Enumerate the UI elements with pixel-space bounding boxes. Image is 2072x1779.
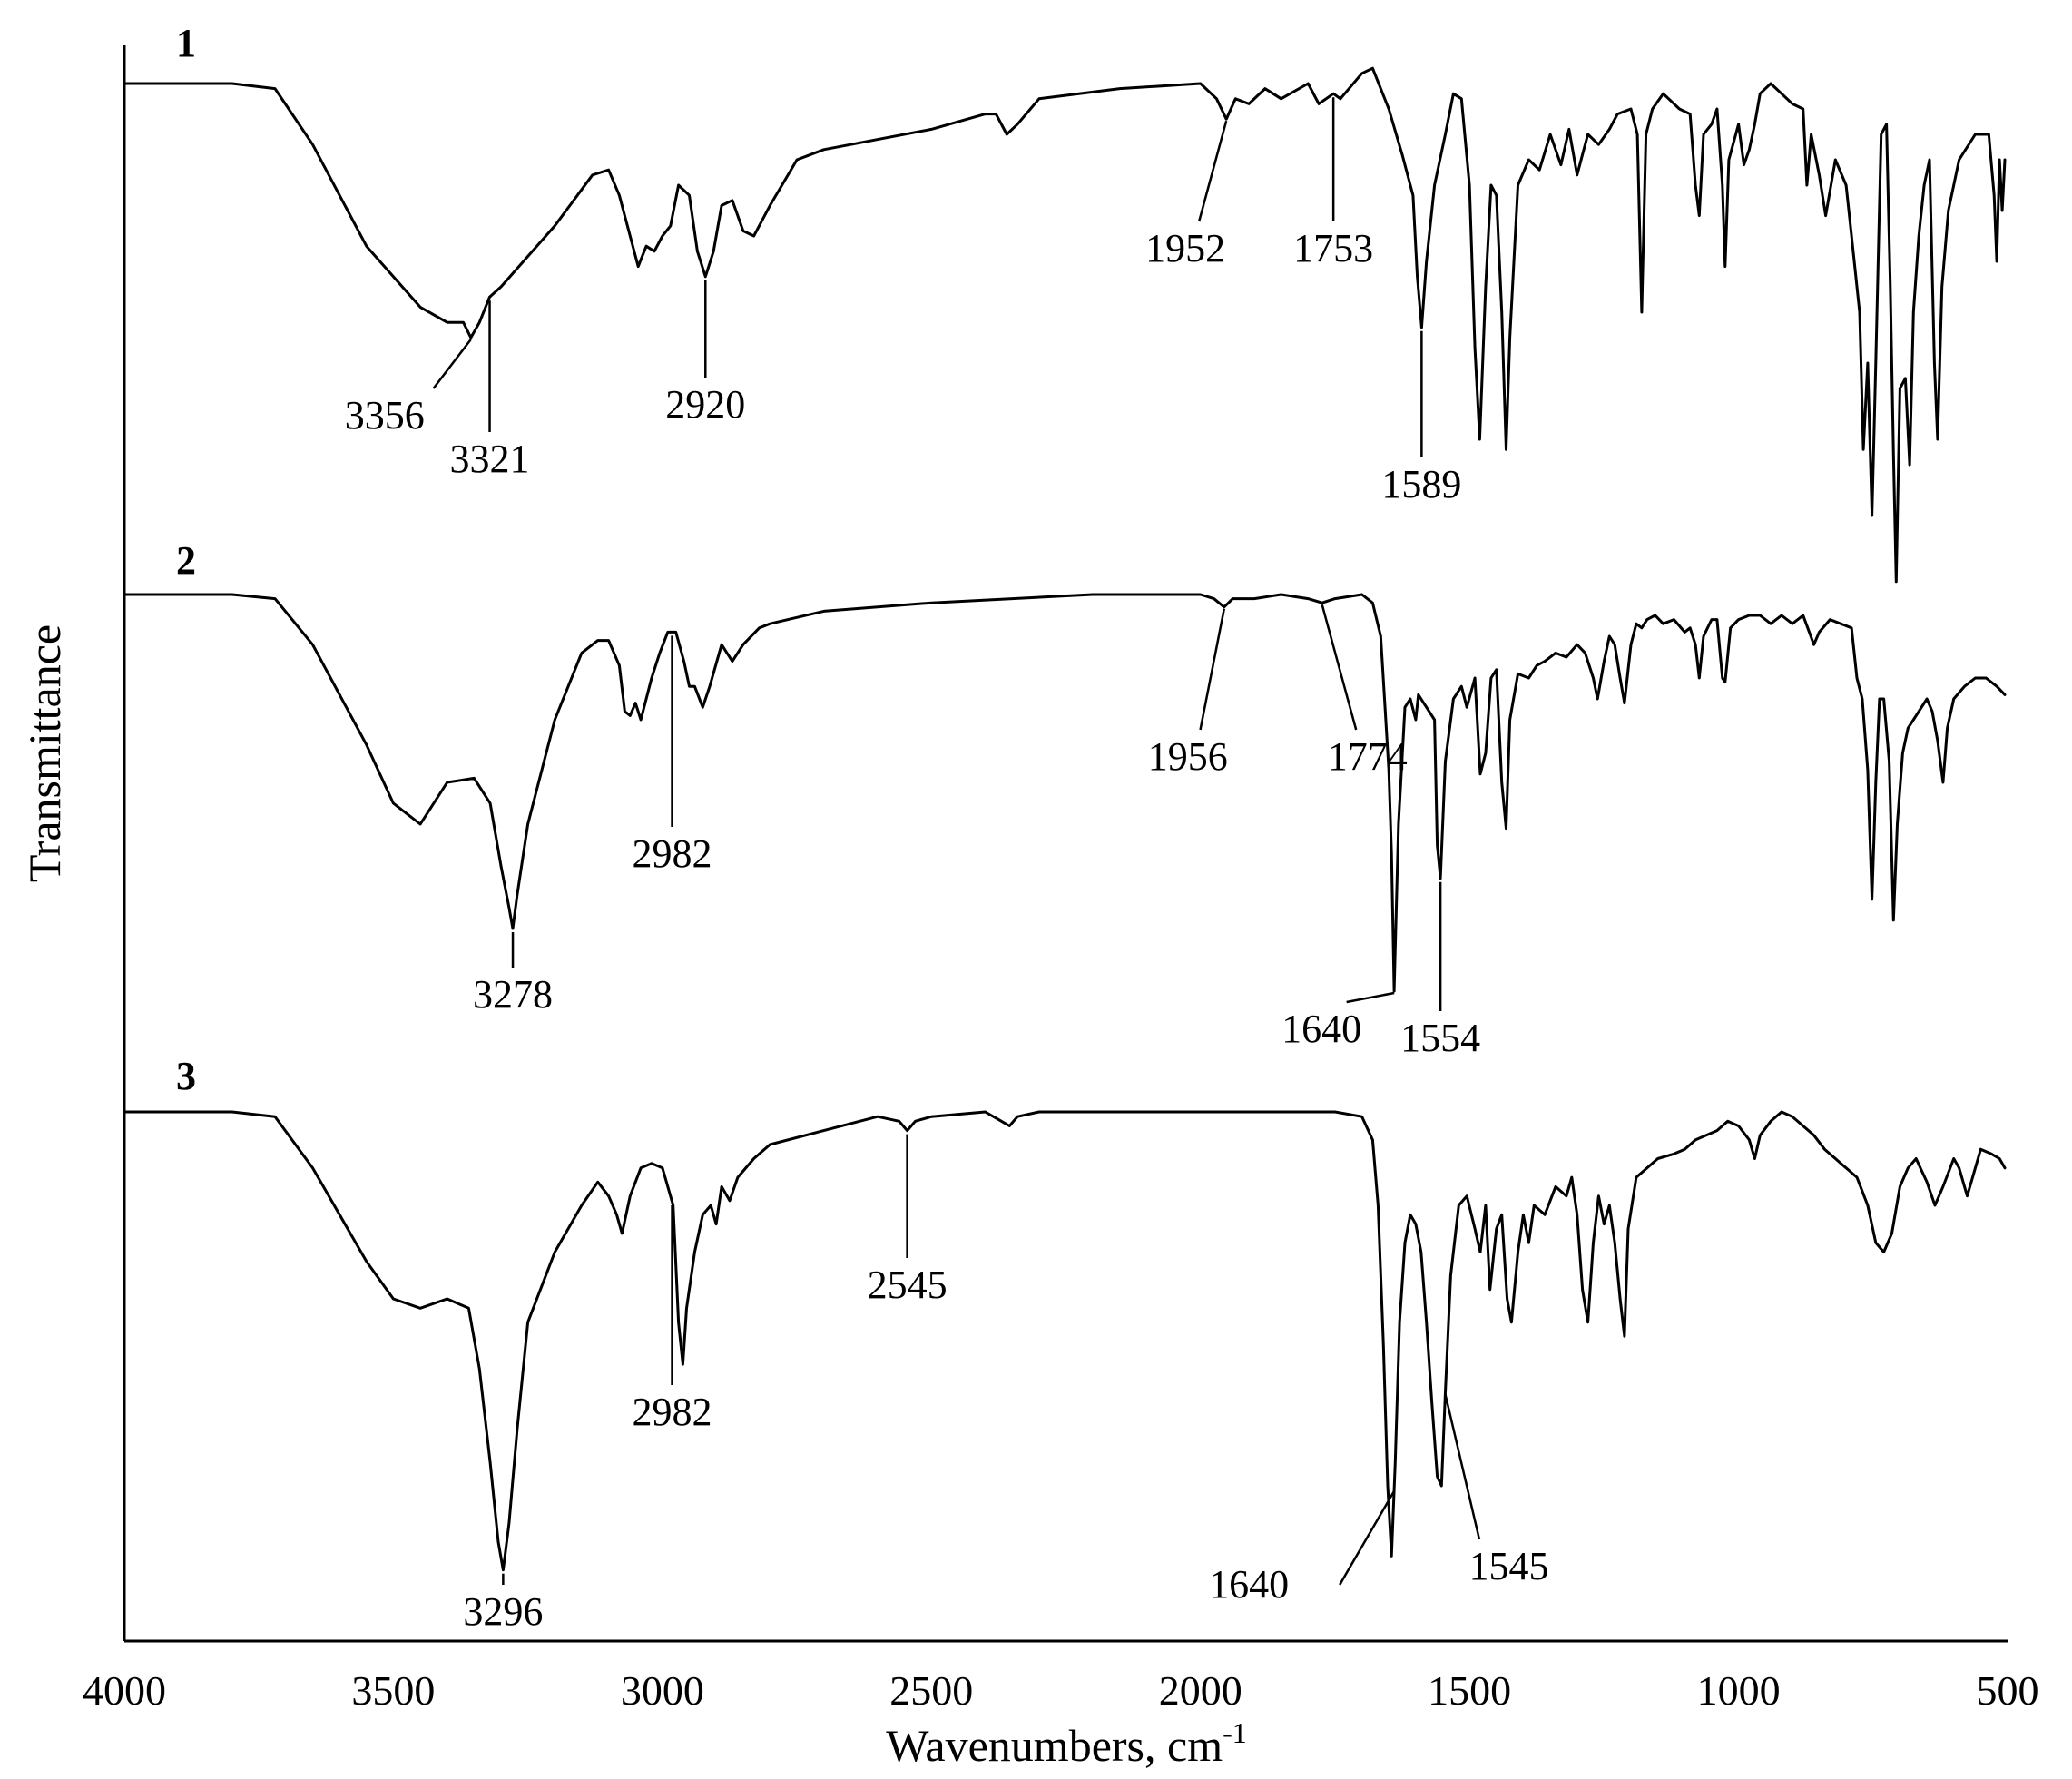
x-axis-label-text: Wavenumbers, cm (886, 1720, 1223, 1771)
peak-leader-line (1339, 1490, 1396, 1586)
spectrum-line-1 (123, 66, 2007, 584)
spectrum-label-2: 2 (176, 538, 196, 583)
spectrum-line-2 (123, 593, 2007, 993)
x-tick-label: 4000 (83, 1667, 166, 1714)
x-tick-label: 2500 (889, 1667, 973, 1714)
peak-label: 2982 (633, 1390, 712, 1434)
peak-label: 1554 (1400, 1016, 1480, 1060)
peak-leader-line (1199, 608, 1226, 731)
peak-label: 2920 (665, 382, 745, 427)
peak-label: 1956 (1148, 734, 1228, 779)
x-tick-label: 3500 (351, 1667, 435, 1714)
peak-leader-line (432, 339, 472, 389)
peak-leader-line (1321, 604, 1358, 731)
y-axis-label: Transmittance (19, 624, 70, 882)
spectrum-label-3: 3 (176, 1054, 196, 1098)
axes (123, 45, 2008, 1643)
peak-label: 3321 (450, 437, 530, 481)
peak-label: 1640 (1281, 1007, 1361, 1051)
x-axis-label-superscript: -1 (1223, 1716, 1247, 1749)
x-tick-label: 3000 (621, 1667, 704, 1714)
peak-label: 1589 (1381, 462, 1461, 506)
spectrum-label-1: 1 (176, 21, 196, 65)
peak-label: 1640 (1209, 1562, 1289, 1607)
peak-label: 1952 (1145, 226, 1225, 270)
peak-label: 1545 (1468, 1544, 1548, 1588)
peak-label: 3278 (473, 972, 553, 1017)
peak-leader-line (1346, 991, 1395, 1004)
peak-label: 1753 (1293, 226, 1373, 270)
peak-annotations: 3356 3321 2920 1952 1753 1589 3278 2982 1956 1774… (345, 97, 1548, 1634)
peak-label: 1774 (1328, 734, 1408, 779)
spectrum-line-3 (123, 1110, 2007, 1572)
peak-label: 3296 (463, 1589, 543, 1634)
x-tick-labels: 4000 3500 3000 2500 2000 1500 1000 500 (83, 1667, 2039, 1714)
peak-label: 2545 (868, 1263, 948, 1307)
peak-label: 3356 (345, 393, 425, 437)
x-tick-label: 1000 (1697, 1667, 1781, 1714)
x-tick-label: 500 (1977, 1667, 2039, 1714)
x-tick-label: 1500 (1428, 1667, 1511, 1714)
x-axis-label: Wavenumbers, cm-1 (886, 1716, 1247, 1771)
spectra: 1 2 3 (123, 21, 2007, 1572)
peak-leader-line (1197, 120, 1228, 222)
peak-label: 2982 (633, 831, 712, 876)
x-tick-label: 2000 (1159, 1667, 1242, 1714)
peak-leader-line (1444, 1393, 1481, 1540)
